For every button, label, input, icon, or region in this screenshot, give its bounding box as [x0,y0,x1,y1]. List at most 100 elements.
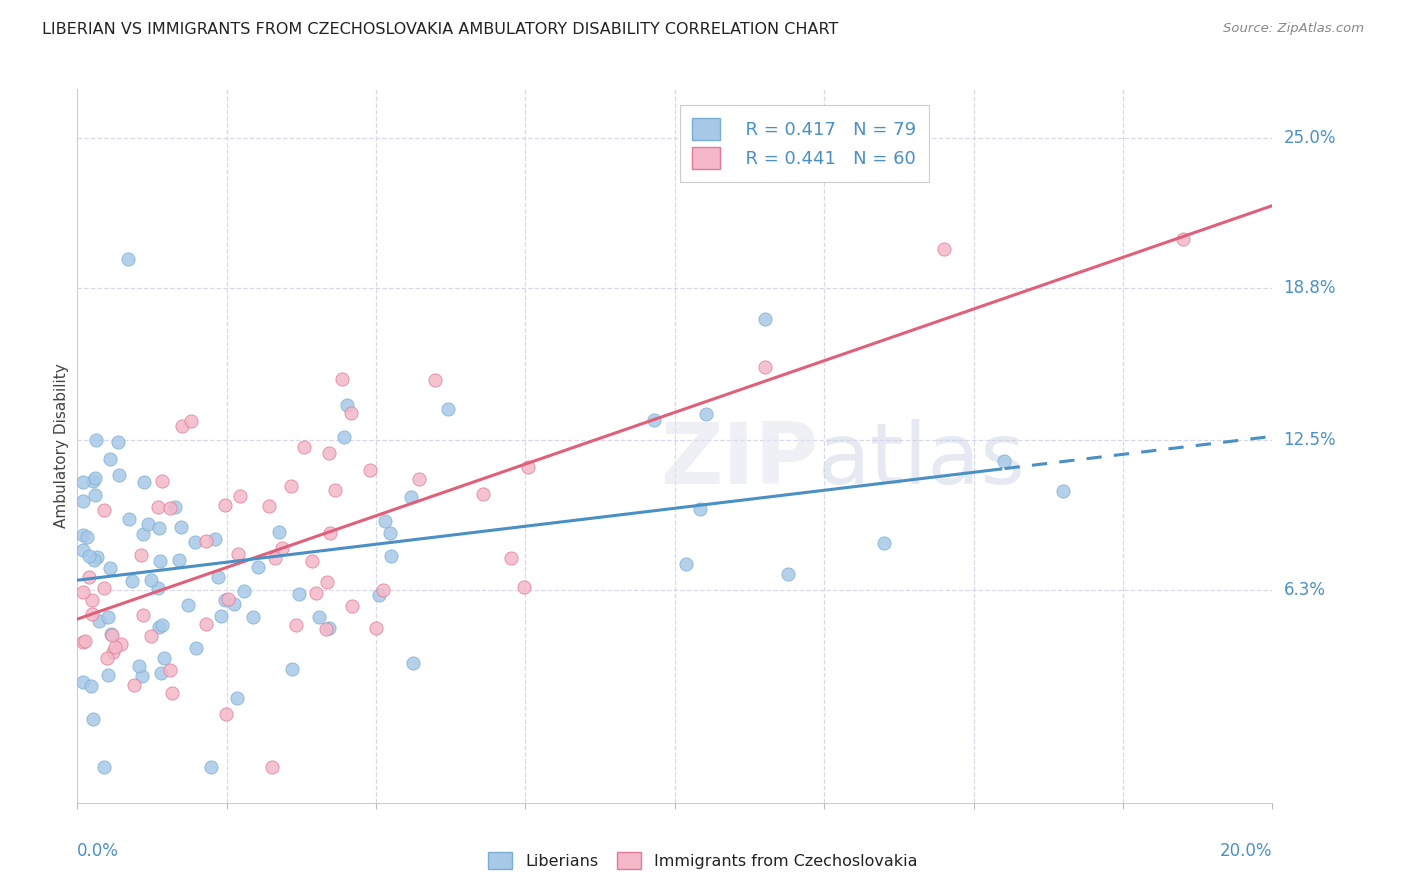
Point [366,621,388,635]
Point [374,514,396,528]
Point [100,626,122,640]
Point [214,499,236,513]
Point [318,446,340,460]
Point [139,573,162,587]
Point [333,429,356,443]
Point [224,597,246,611]
Point [932,242,955,256]
Point [873,535,896,549]
Point [246,560,269,574]
Point [121,574,143,588]
Point [150,474,173,488]
Point [226,691,249,706]
Point [778,567,800,582]
Point [271,541,294,555]
Point [380,549,402,563]
Point [98,561,121,575]
Point [146,500,169,515]
Legend: Liberians, Immigrants from Czechoslovakia: Liberians, Immigrants from Czechoslovaki… [482,846,924,875]
Point [172,418,194,433]
Point [96,651,118,665]
Y-axis label: Ambulatory Disability: Ambulatory Disability [53,364,69,528]
Point [371,582,394,597]
Point [72,475,94,490]
Point [288,587,311,601]
Point [340,599,363,613]
Point [132,607,155,622]
Point [146,581,169,595]
Text: LIBERIAN VS IMMIGRANTS FROM CZECHOSLOVAKIA AMBULATORY DISABILITY CORRELATION CHA: LIBERIAN VS IMMIGRANTS FROM CZECHOSLOVAK… [42,22,838,37]
Point [84,434,107,448]
Point [77,549,100,563]
Point [122,678,145,692]
Point [184,640,207,655]
Point [285,618,308,632]
Point [169,520,191,534]
Point [472,486,495,500]
Point [84,488,107,502]
Point [141,629,163,643]
Point [117,252,139,266]
Point [180,414,202,428]
Point [292,440,315,454]
Point [305,586,328,600]
Point [80,680,103,694]
Text: 12.5%: 12.5% [1284,431,1336,449]
Point [131,668,153,682]
Point [152,650,174,665]
Point [260,759,283,773]
Point [517,460,540,475]
Point [72,635,94,649]
Point [80,607,103,621]
Point [98,452,121,467]
Text: Source: ZipAtlas.com: Source: ZipAtlas.com [1223,22,1364,36]
Point [1052,483,1074,498]
Point [101,627,124,641]
Point [269,524,291,539]
Point [72,542,94,557]
Point [754,312,776,326]
Point [401,656,423,670]
Point [163,500,186,514]
Point [86,549,108,564]
Point [148,521,170,535]
Point [499,550,522,565]
Point [323,483,346,498]
Point [425,373,447,387]
Point [108,467,131,482]
Point [316,574,339,589]
Legend:   R = 0.417   N = 79,   R = 0.441   N = 60: R = 0.417 N = 79, R = 0.441 N = 60 [681,105,929,182]
Point [754,359,776,374]
Point [215,706,238,721]
Point [148,620,170,634]
Point [118,511,141,525]
Point [97,667,120,681]
Point [128,659,150,673]
Point [150,666,173,681]
Point [401,491,423,505]
Point [97,610,120,624]
Point [200,759,222,773]
Point [319,525,342,540]
Point [167,553,190,567]
Point [512,580,534,594]
Point [195,617,218,632]
Point [408,472,430,486]
Point [150,617,173,632]
Point [132,475,155,490]
Point [214,593,236,607]
Point [232,584,254,599]
Point [160,686,183,700]
Point [107,435,129,450]
Point [72,528,94,542]
Text: 20.0%: 20.0% [1220,842,1272,860]
Point [76,530,98,544]
Point [217,591,239,606]
Point [82,593,104,607]
Point [159,501,181,516]
Point [72,494,94,508]
Point [229,490,252,504]
Point [103,645,125,659]
Point [93,759,115,773]
Point [93,581,115,595]
